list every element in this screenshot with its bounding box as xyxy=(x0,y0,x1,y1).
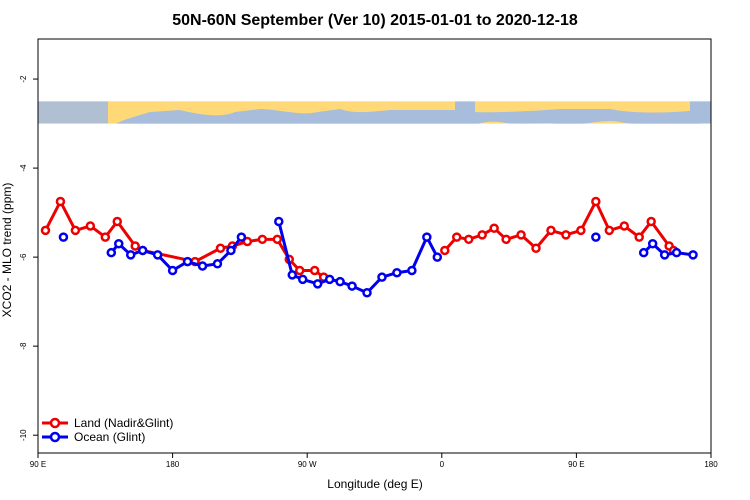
data-point xyxy=(501,234,511,245)
data-point xyxy=(432,252,443,262)
data-point xyxy=(646,216,656,227)
data-point xyxy=(212,259,223,269)
data-point xyxy=(561,230,571,240)
data-point xyxy=(440,245,450,256)
y-axis-label: XCO2 - MLO trend (ppm) xyxy=(0,183,14,318)
data-point xyxy=(392,267,402,278)
series-land xyxy=(40,196,679,282)
x-axis: 90 E 180 90 W 0 90 E 180 xyxy=(30,453,718,469)
data-point xyxy=(647,239,658,249)
y-tick-label: -10 xyxy=(19,429,28,441)
x-tick-label: 180 xyxy=(704,460,718,469)
data-point xyxy=(114,239,124,249)
data-point xyxy=(182,256,193,267)
legend-swatch-marker xyxy=(49,431,61,443)
data-point xyxy=(167,265,178,276)
data-point xyxy=(324,274,335,285)
data-point xyxy=(638,247,649,258)
data-point xyxy=(257,234,268,245)
legend-label: Land (Nadir&Glint) xyxy=(74,416,173,430)
map-band xyxy=(38,101,711,124)
x-tick-label: 0 xyxy=(440,460,445,469)
legend-label: Ocean (Glint) xyxy=(74,430,145,444)
data-point xyxy=(634,232,644,242)
data-point xyxy=(546,225,556,236)
plot-frame xyxy=(37,38,712,454)
series-layer xyxy=(40,196,698,298)
data-point xyxy=(576,225,586,236)
data-point xyxy=(137,245,148,256)
data-point xyxy=(226,245,236,256)
data-point xyxy=(40,225,51,236)
series-ocean xyxy=(58,216,698,298)
legend-swatch-marker xyxy=(49,417,61,429)
data-point xyxy=(70,225,81,236)
data-point xyxy=(604,225,615,236)
data-point xyxy=(531,243,541,253)
data-point xyxy=(591,196,601,207)
data-point xyxy=(287,270,297,280)
data-point xyxy=(215,243,226,253)
data-point xyxy=(85,221,96,231)
data-point xyxy=(362,287,372,298)
data-point xyxy=(55,196,66,207)
data-point xyxy=(125,250,136,260)
data-point xyxy=(309,265,320,276)
data-point xyxy=(516,230,526,240)
data-point xyxy=(106,247,117,258)
y-tick-label: -2 xyxy=(19,75,28,83)
y-axis: -2 -4 -6 -8 -10 xyxy=(19,75,38,441)
y-tick-label: -4 xyxy=(19,164,28,172)
x-tick-label: 90 E xyxy=(30,460,46,469)
y-tick-label: -6 xyxy=(19,253,28,261)
data-point xyxy=(463,234,474,245)
data-point xyxy=(659,250,670,260)
data-point xyxy=(489,223,499,233)
data-point xyxy=(312,279,323,289)
series-line xyxy=(443,199,675,252)
data-point xyxy=(619,221,630,231)
data-point xyxy=(347,281,357,291)
data-point xyxy=(274,216,284,227)
legend: Land (Nadir&Glint)Ocean (Glint) xyxy=(42,416,173,444)
data-point xyxy=(294,265,305,276)
data-point xyxy=(422,232,432,242)
data-point xyxy=(671,247,682,258)
x-tick-label: 180 xyxy=(166,460,180,469)
data-point xyxy=(335,276,345,287)
data-point xyxy=(407,265,417,276)
data-point xyxy=(688,250,698,260)
x-tick-label: 90 W xyxy=(298,460,317,469)
data-point xyxy=(591,232,601,242)
data-point xyxy=(242,236,253,247)
y-tick-label: -8 xyxy=(19,342,28,350)
map-band-ocean xyxy=(38,101,711,124)
data-point xyxy=(58,232,69,242)
data-point xyxy=(100,232,111,242)
data-point xyxy=(112,216,123,227)
data-point xyxy=(377,272,387,282)
data-point xyxy=(272,234,283,245)
data-point xyxy=(130,241,140,251)
data-point xyxy=(297,274,308,285)
data-point xyxy=(452,232,462,242)
data-point xyxy=(477,230,487,240)
data-point xyxy=(197,261,208,271)
x-axis-label: Longitude (deg E) xyxy=(327,477,422,491)
x-tick-label: 90 E xyxy=(568,460,584,469)
data-point xyxy=(152,250,163,260)
chart-title: 50N-60N September (Ver 10) 2015-01-01 to… xyxy=(172,12,578,29)
data-point xyxy=(236,232,247,242)
